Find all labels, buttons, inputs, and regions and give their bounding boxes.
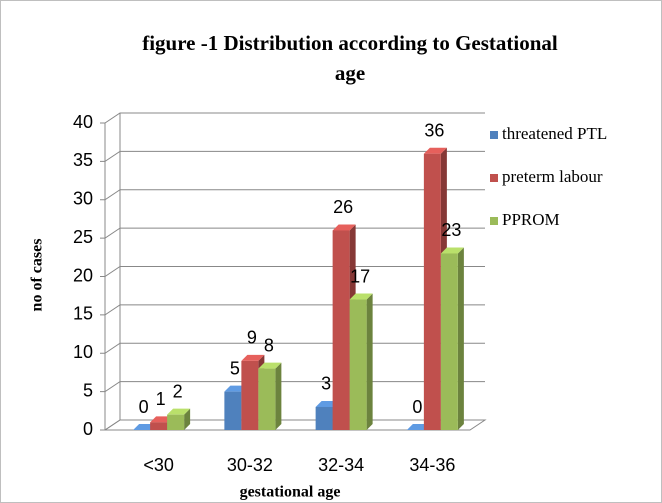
- bar: [167, 414, 185, 430]
- data-label: 36: [424, 120, 444, 140]
- y-tick-label: 20: [73, 265, 93, 285]
- y-tick-label: 10: [73, 342, 93, 362]
- bar-top: [423, 147, 447, 154]
- x-tick-label: 32-34: [318, 455, 364, 475]
- y-tick-label: 40: [73, 112, 93, 132]
- data-label: 17: [350, 266, 370, 286]
- data-label: 0: [139, 397, 149, 417]
- data-label: 8: [264, 335, 274, 355]
- grid-line: [100, 227, 485, 239]
- grid-line: [100, 189, 485, 201]
- bar: [258, 368, 276, 430]
- legend-label: PPROM: [502, 210, 560, 229]
- legend-swatch: [490, 174, 498, 182]
- legend-swatch: [490, 131, 498, 139]
- data-label: 5: [230, 358, 240, 378]
- data-label: 3: [321, 374, 331, 394]
- bar: [224, 391, 242, 430]
- bar: [440, 253, 458, 430]
- bar: [315, 406, 333, 430]
- bar-side: [366, 293, 373, 430]
- bar-side: [275, 362, 282, 430]
- grid-line: [100, 419, 485, 431]
- grid-line: [100, 381, 485, 393]
- title-text: figure -1 Distribution according to Gest…: [142, 31, 558, 55]
- y-tick-label: 0: [83, 419, 93, 439]
- y-tick-label: 15: [73, 304, 93, 324]
- y-tick-label: 25: [73, 227, 93, 247]
- x-axis-title: gestational age: [240, 484, 341, 501]
- legend-label: threatened PTL: [502, 124, 607, 143]
- bar-top: [349, 293, 373, 300]
- bar: [349, 299, 367, 430]
- grid-line: [100, 304, 485, 316]
- bar: [332, 230, 350, 430]
- x-tick-label: <30: [143, 455, 174, 475]
- bar-top: [332, 224, 356, 231]
- grid-line: [100, 342, 485, 354]
- x-tick-label: 34-36: [409, 455, 455, 475]
- grid-line: [100, 266, 485, 277]
- bar-top: [167, 408, 191, 415]
- grid-line: [100, 150, 485, 162]
- data-label: 26: [333, 197, 353, 217]
- bar-top: [258, 362, 282, 369]
- y-axis-title: no of cases: [29, 239, 46, 312]
- bar-top: [241, 354, 265, 361]
- bar: [241, 360, 259, 430]
- bar: [150, 422, 168, 430]
- data-label: 2: [173, 381, 183, 401]
- bar-side: [184, 408, 191, 430]
- y-tick-label: 5: [83, 380, 93, 400]
- chart-title: figure -1 Distribution according to Gest…: [142, 31, 558, 85]
- data-label: 23: [441, 220, 461, 240]
- bar: [423, 153, 441, 430]
- title-text: age: [335, 61, 365, 85]
- legend-swatch: [490, 217, 498, 225]
- y-tick-label: 35: [73, 150, 93, 170]
- legend-label: preterm labour: [502, 167, 603, 186]
- x-tick-label: 30-32: [227, 455, 273, 475]
- bar-side: [457, 247, 464, 430]
- y-tick-label: 30: [73, 189, 93, 209]
- data-label: 1: [156, 389, 166, 409]
- grid-line: [100, 112, 485, 124]
- data-label: 0: [412, 397, 422, 417]
- bar-top: [440, 247, 464, 254]
- data-label: 9: [247, 328, 257, 348]
